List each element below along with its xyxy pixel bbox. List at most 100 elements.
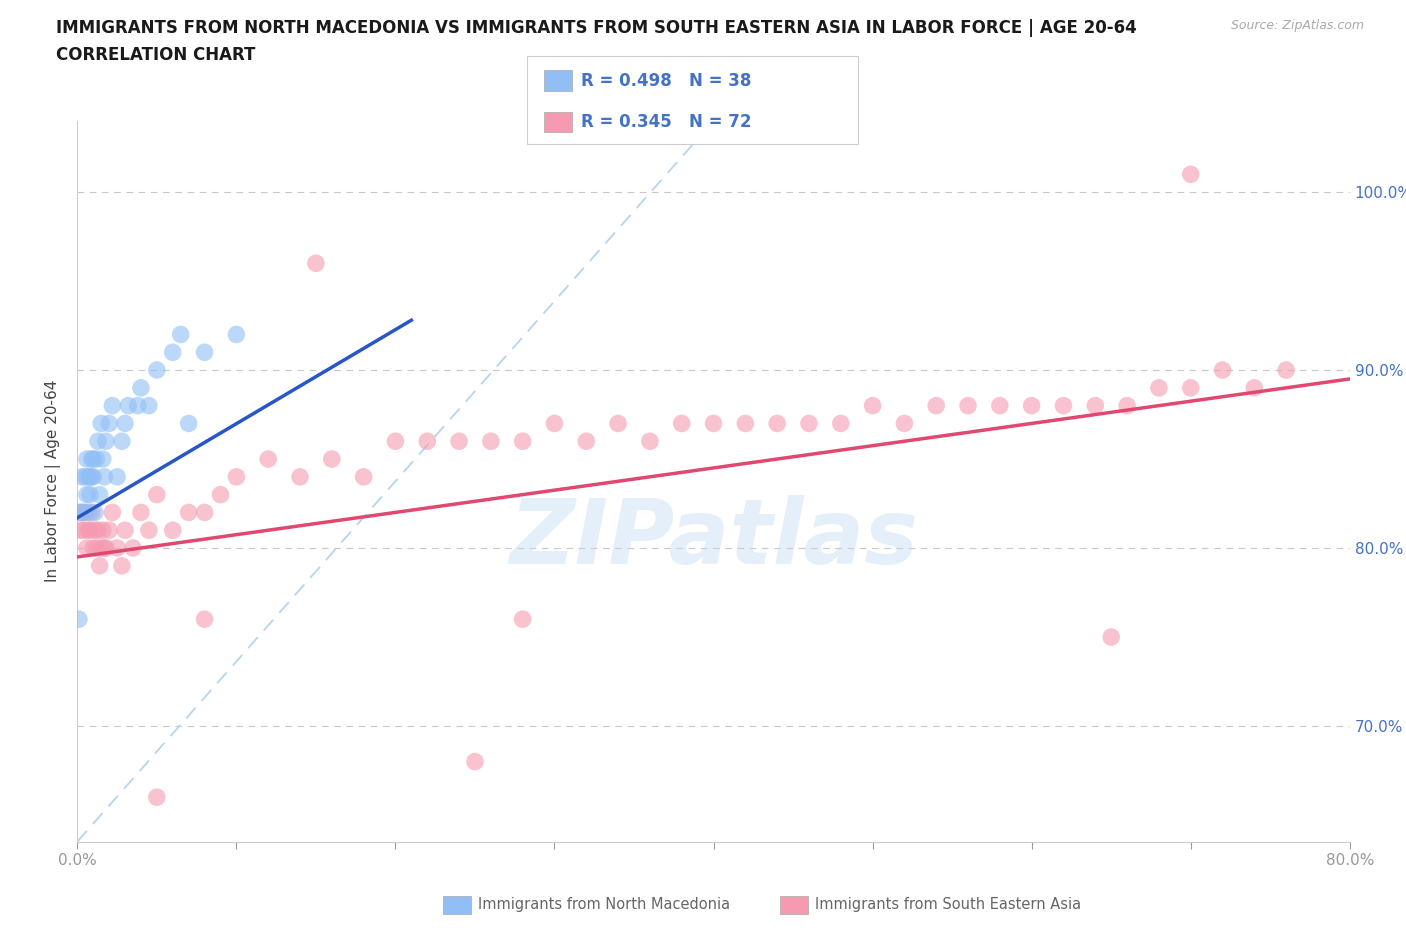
Point (1243, 380, 1265, 395)
Point (893, 416, 915, 431)
Point (416, 433, 439, 448)
Point (80, 470, 103, 485)
Point (225, 327, 247, 342)
Point (91, 452, 114, 467)
Point (353, 470, 375, 485)
Point (67, 505, 90, 520)
Point (80, 452, 103, 467)
Point (70, 505, 93, 520)
Point (1180, 166, 1202, 181)
Point (105, 540, 128, 555)
Point (162, 523, 184, 538)
Point (87, 433, 110, 448)
Point (138, 523, 160, 538)
Point (76, 452, 98, 467)
Point (177, 505, 200, 520)
Point (80, 505, 103, 520)
Point (69, 505, 91, 520)
Point (83, 523, 105, 538)
Point (797, 416, 820, 431)
Point (79, 523, 101, 538)
Point (86, 540, 108, 555)
Text: Immigrants from North Macedonia: Immigrants from North Macedonia (478, 897, 730, 912)
Point (89, 558, 111, 573)
Point (89, 487, 111, 502)
Point (79, 487, 101, 502)
Point (321, 452, 343, 467)
Point (82, 470, 104, 485)
Point (77, 523, 100, 538)
Point (117, 398, 139, 413)
Text: ZIPatlas: ZIPatlas (509, 495, 918, 583)
Point (111, 433, 134, 448)
Point (194, 612, 217, 627)
Point (83, 505, 105, 520)
Point (87, 523, 110, 538)
Point (170, 327, 193, 342)
Point (90, 540, 112, 555)
Point (862, 398, 884, 413)
Point (122, 540, 145, 555)
Point (1180, 380, 1202, 395)
Point (138, 398, 160, 413)
Point (1116, 398, 1139, 413)
Point (146, 790, 169, 804)
Text: Immigrants from South Eastern Asia: Immigrants from South Eastern Asia (815, 897, 1081, 912)
Text: CORRELATION CHART: CORRELATION CHART (56, 46, 256, 64)
Point (101, 505, 124, 520)
Point (73, 505, 96, 520)
Point (734, 416, 756, 431)
Point (127, 398, 149, 413)
Point (1275, 363, 1298, 378)
Point (73, 523, 96, 538)
Point (225, 470, 247, 485)
Point (957, 398, 980, 413)
Point (75, 470, 97, 485)
Point (988, 398, 1011, 413)
Point (575, 433, 598, 448)
Text: R = 0.345   N = 72: R = 0.345 N = 72 (581, 113, 751, 131)
Point (82, 540, 104, 555)
Point (129, 505, 152, 520)
Point (671, 416, 693, 431)
Point (177, 416, 200, 431)
Point (101, 398, 124, 413)
Point (94, 540, 117, 555)
Point (1021, 398, 1043, 413)
Point (288, 470, 311, 485)
Point (90, 416, 112, 431)
Point (129, 380, 152, 395)
Point (607, 416, 630, 431)
Point (67, 612, 90, 627)
Point (98, 416, 121, 431)
Point (86, 452, 108, 467)
Point (114, 523, 136, 538)
Point (1099, 630, 1122, 644)
Text: IMMIGRANTS FROM NORTH MACEDONIA VS IMMIGRANTS FROM SOUTH EASTERN ASIA IN LABOR F: IMMIGRANTS FROM NORTH MACEDONIA VS IMMIG… (56, 19, 1137, 36)
Point (146, 487, 169, 502)
Point (111, 558, 134, 573)
Point (209, 487, 232, 502)
Y-axis label: In Labor Force | Age 20-64: In Labor Force | Age 20-64 (45, 380, 62, 582)
Point (1212, 363, 1234, 378)
Text: Source: ZipAtlas.com: Source: ZipAtlas.com (1230, 19, 1364, 32)
Point (543, 416, 565, 431)
Point (162, 345, 184, 360)
Point (703, 416, 725, 431)
Point (77, 470, 100, 485)
Point (76, 487, 98, 502)
Point (925, 398, 948, 413)
Point (1084, 398, 1107, 413)
Point (76, 540, 98, 555)
Point (70, 470, 93, 485)
Point (1147, 380, 1170, 395)
Point (512, 433, 534, 448)
Point (79, 470, 101, 485)
Point (384, 433, 406, 448)
Point (91, 523, 114, 538)
Point (93, 470, 115, 485)
Point (114, 416, 136, 431)
Point (638, 433, 661, 448)
Point (93, 540, 115, 555)
Point (512, 612, 534, 627)
